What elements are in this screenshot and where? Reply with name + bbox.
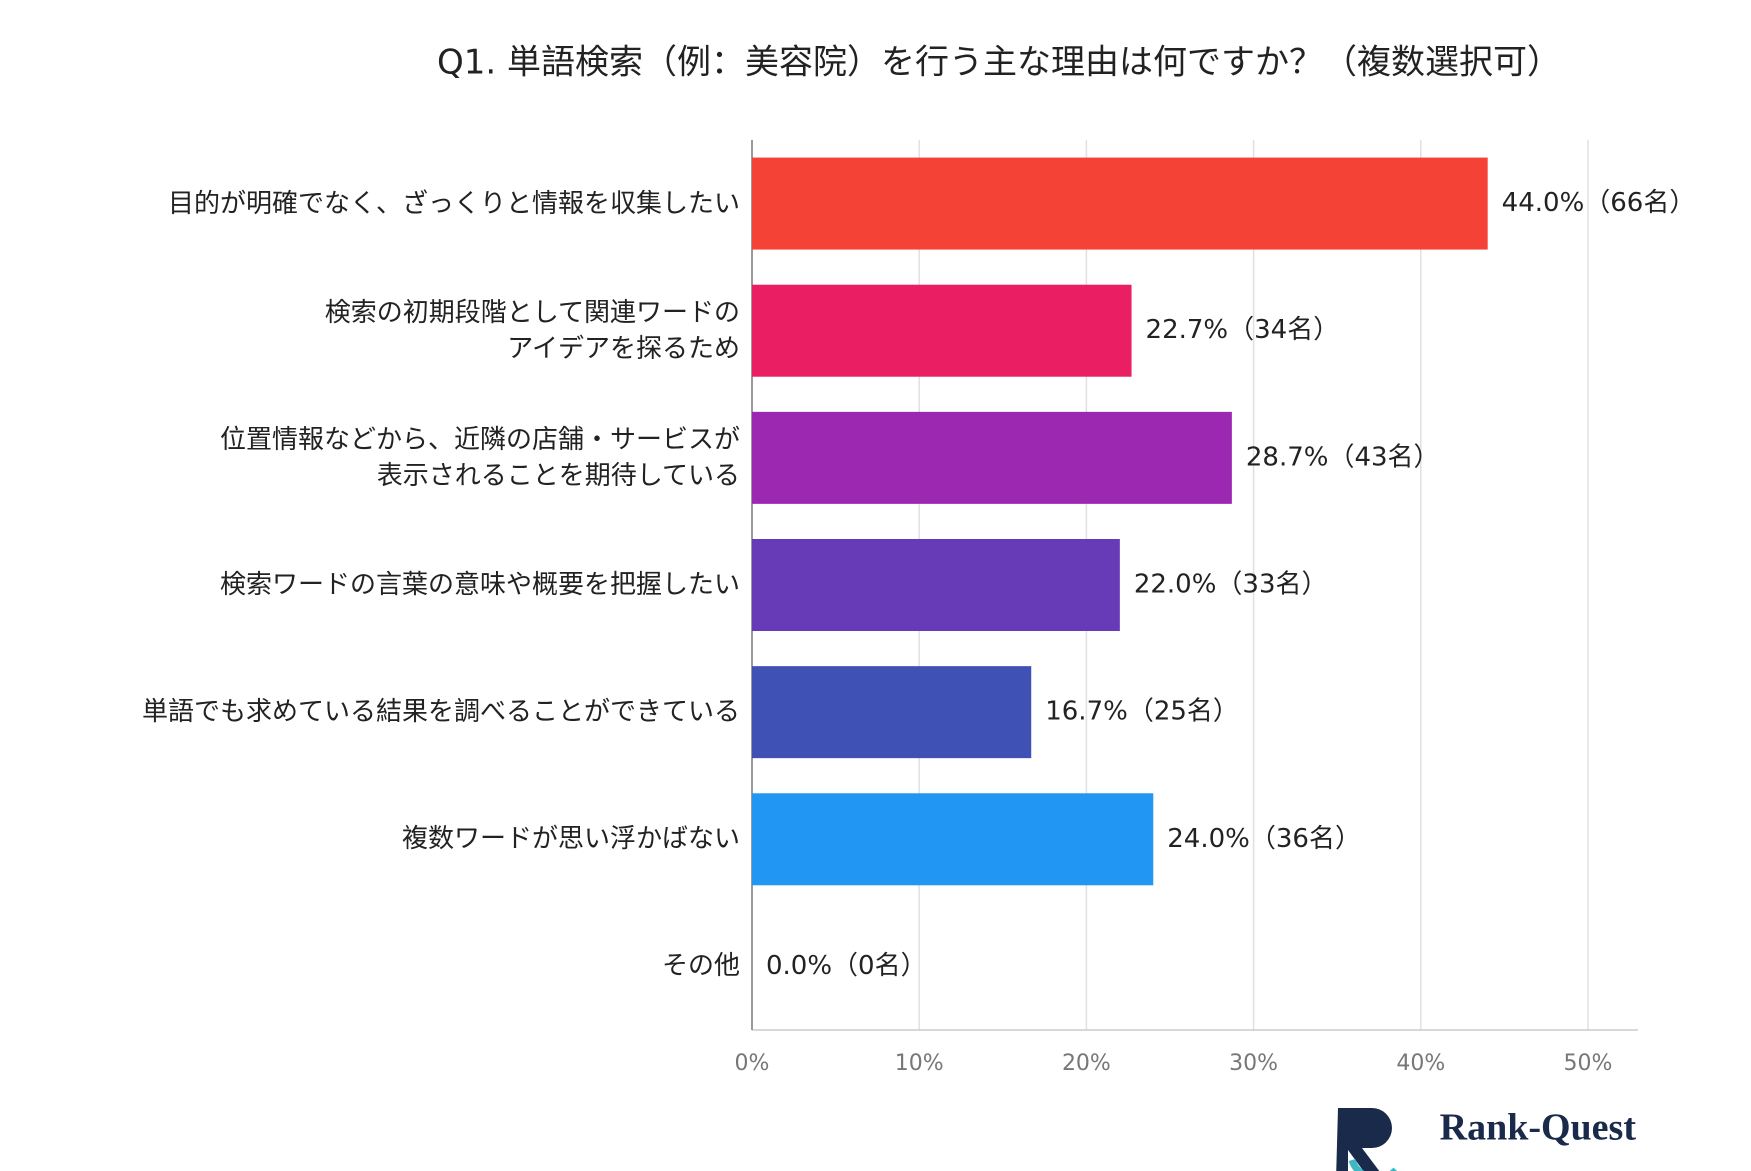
x-tick-label: 10% [895,1051,944,1076]
value-label: 16.7%（25名） [1045,697,1239,727]
bar [752,666,1032,759]
x-tick-label: 40% [1396,1051,1445,1076]
x-tick-label: 20% [1062,1051,1111,1076]
bar [752,793,1154,886]
category-label: 検索の初期段階として関連ワードの アイデアを探るため [324,297,740,364]
x-tick-label: 0% [735,1051,770,1076]
category-label: 単語でも求めている結果を調べることができている [141,697,740,728]
bar [752,411,1232,504]
bar [752,284,1132,377]
logo-text: Rank-Quest [1440,1107,1637,1149]
bar [752,539,1120,631]
chart-title: Q1. 単語検索（例：美容院）を行う主な理由は何ですか？（複数選択可） [437,43,1561,83]
value-label: 44.0%（66名） [1502,188,1696,218]
category-label: その他 [661,951,740,982]
x-tick-label: 30% [1229,1051,1278,1076]
category-label: 検索ワードの言葉の意味や概要を把握したい [219,570,740,600]
value-label: 28.7%（43名） [1246,442,1440,472]
value-label: 22.0%（33名） [1134,570,1328,600]
x-tick-label: 50% [1564,1051,1613,1076]
category-label: 目的が明確でなく、ざっくりと情報を収集したい [167,188,740,219]
value-label: 0.0%（0名） [766,951,927,981]
logo-icon [1336,1108,1398,1171]
bar [752,157,1488,250]
value-label: 24.0%（36名） [1167,824,1361,854]
category-label: 位置情報などから、近隣の店舗・サービスが 表示されることを期待している [219,424,740,491]
category-label: 複数ワードが思い浮かばない [401,824,740,855]
value-label: 22.7%（34名） [1146,315,1340,345]
